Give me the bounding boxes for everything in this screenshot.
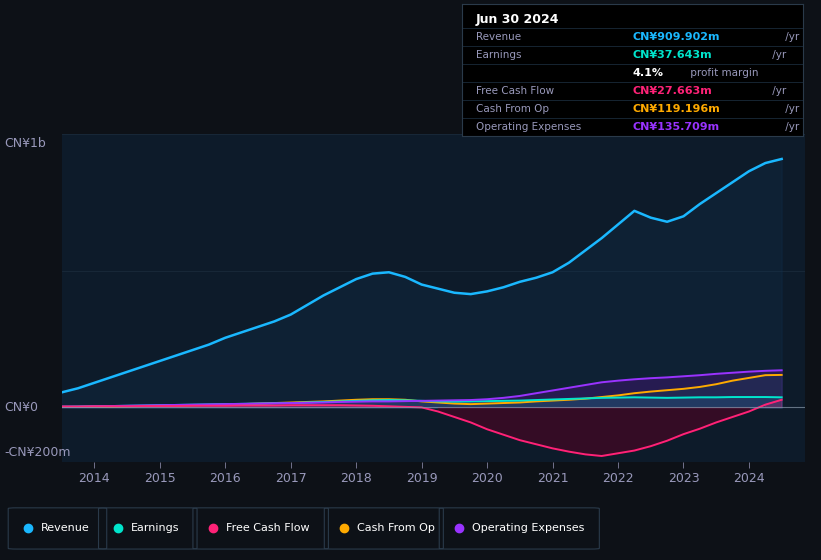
Text: /yr: /yr (769, 86, 787, 96)
Text: CN¥119.196m: CN¥119.196m (632, 104, 720, 114)
Text: /yr: /yr (782, 31, 800, 41)
Text: Earnings: Earnings (131, 523, 180, 533)
Text: Revenue: Revenue (41, 523, 89, 533)
Text: Revenue: Revenue (476, 31, 521, 41)
Text: CN¥135.709m: CN¥135.709m (632, 122, 720, 132)
Text: Free Cash Flow: Free Cash Flow (476, 86, 554, 96)
Text: Earnings: Earnings (476, 50, 521, 59)
Text: CN¥909.902m: CN¥909.902m (632, 31, 720, 41)
Text: /yr: /yr (782, 104, 800, 114)
Text: Operating Expenses: Operating Expenses (472, 523, 585, 533)
Text: CN¥1b: CN¥1b (4, 137, 46, 150)
Text: Free Cash Flow: Free Cash Flow (226, 523, 310, 533)
Text: profit margin: profit margin (687, 68, 759, 78)
Text: 4.1%: 4.1% (632, 68, 663, 78)
Text: CN¥0: CN¥0 (4, 401, 38, 414)
Text: -CN¥200m: -CN¥200m (4, 446, 71, 459)
Text: Cash From Op: Cash From Op (357, 523, 435, 533)
Text: CN¥27.663m: CN¥27.663m (632, 86, 713, 96)
Text: Cash From Op: Cash From Op (476, 104, 549, 114)
Text: CN¥37.643m: CN¥37.643m (632, 50, 712, 59)
Text: /yr: /yr (769, 50, 787, 59)
Text: Operating Expenses: Operating Expenses (476, 122, 581, 132)
Text: Jun 30 2024: Jun 30 2024 (476, 13, 559, 26)
Text: /yr: /yr (782, 122, 800, 132)
